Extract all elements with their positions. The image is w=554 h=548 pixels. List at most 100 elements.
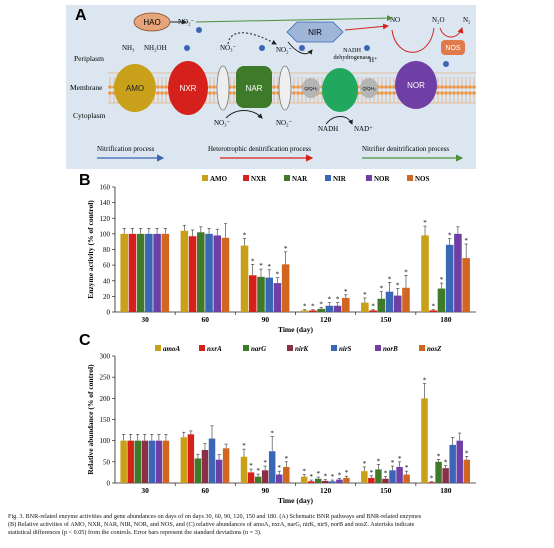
y-tick-label: 100: [100, 230, 111, 238]
significance-asterisk: *: [303, 303, 307, 311]
significance-asterisk: *: [338, 471, 342, 479]
bar-nirK-day-120: [322, 480, 329, 483]
legend-label-narG: narG: [251, 345, 266, 353]
bar-norB-day-30: [155, 440, 163, 483]
n2-label: N₂: [463, 16, 471, 24]
significance-asterisk: *: [277, 464, 281, 472]
significance-asterisk: *: [309, 473, 313, 481]
amo-label: AMO: [126, 84, 144, 93]
transporter-1: [216, 65, 230, 111]
significance-asterisk: *: [256, 467, 260, 475]
bar-narG-day-180: [435, 461, 442, 483]
significance-asterisk: *: [242, 442, 246, 450]
transporter-2: [278, 65, 292, 111]
bar-NXR-day-180: [429, 310, 438, 312]
legend-label-NIR: NIR: [333, 175, 347, 183]
significance-asterisk: *: [284, 245, 288, 253]
bar-NIR-day-120: [325, 305, 334, 312]
bar-norB-day-180: [456, 440, 463, 483]
bar-nosZ-day-150: [403, 474, 410, 483]
bar-nosZ-day-120: [343, 477, 350, 483]
legend-swatch-nirS: [331, 345, 337, 351]
significance-asterisk: *: [432, 303, 436, 311]
significance-asterisk: *: [380, 285, 384, 293]
figure-caption: Fig. 3. BNR-related enzyme activities an…: [8, 513, 548, 538]
x-tick-label: 150: [380, 486, 392, 495]
quinone-label-1: Q/QH₂: [304, 86, 318, 91]
x-tick-label: 150: [380, 315, 392, 324]
nor-enzyme: [395, 61, 437, 109]
significance-asterisk: *: [423, 219, 427, 227]
nadh-dehydrogenase: [322, 68, 358, 112]
nh2oh-label: NH₂OH: [144, 44, 167, 52]
enzyme-activity-chart: 0 20 40 60 80 100 120 140 160 Enzyme activity (% …: [86, 175, 476, 334]
legend-swatch-narG: [243, 345, 249, 351]
significance-asterisk: *: [404, 268, 408, 276]
nh3-label: NH₃: [122, 44, 135, 52]
significance-asterisk: *: [302, 468, 306, 476]
process-legend: Nitrification process Heterotrophic deni…: [97, 145, 464, 162]
n2o-label: N₂O: [432, 16, 445, 24]
bar-nirK-day-180: [442, 468, 449, 483]
bar-narG-day-150: [375, 469, 382, 483]
significance-asterisk: *: [377, 457, 381, 465]
bar-nirS-day-150: [389, 470, 396, 483]
legend-label-amoA: amoA: [163, 345, 180, 353]
legend-label-nosZ: nosZ: [427, 345, 442, 353]
membrane-label: Membrane: [70, 83, 103, 92]
bar-NXR-day-60: [188, 236, 197, 312]
bar-norB-day-150: [396, 466, 403, 483]
x-axis-title: Time (day): [278, 325, 314, 334]
bar-nosZ-day-60: [222, 448, 230, 483]
bar-NAR-day-60: [197, 232, 205, 312]
significance-asterisk: *: [311, 303, 315, 311]
y-tick-label: 250: [100, 374, 111, 382]
bar-NXR-day-90: [248, 275, 257, 312]
bar-amoA-day-60: [180, 437, 188, 483]
bar-AMO-day-150: [361, 302, 369, 312]
bar-nxrA-day-120: [307, 481, 315, 483]
bar-amoA-day-150: [361, 471, 368, 483]
legend-label-nirK: nirK: [295, 345, 310, 353]
nar-enzyme: [236, 66, 272, 108]
significance-asterisk: *: [391, 459, 395, 467]
significance-asterisk: *: [398, 455, 402, 463]
bar-norB-day-120: [336, 479, 343, 483]
bar-NOR-day-120: [333, 305, 342, 312]
legend-swatch-NIR: [325, 175, 331, 181]
significance-asterisk: *: [388, 275, 392, 283]
bar-NOR-day-180: [454, 233, 462, 312]
x-tick-label: 90: [262, 486, 270, 495]
significance-asterisk: *: [243, 232, 247, 240]
significance-asterisk: *: [363, 460, 367, 468]
nadh-dehydrogenase-label: NADH dehydrogenase: [333, 47, 370, 61]
process-heterotrophic-label: Heterotrophic denitrification process: [208, 145, 311, 153]
y-tick-label: 100: [100, 437, 111, 445]
quinone-label-2: Q/QH₂: [362, 86, 376, 91]
legend-swatch-NAR: [284, 175, 290, 181]
bar-NOS-day-180: [462, 258, 470, 312]
bar-amoA-day-90: [240, 456, 248, 483]
significance-asterisk: *: [444, 459, 448, 467]
y-tick-label: 20: [103, 293, 111, 301]
cytoplasm-label: Cytoplasm: [73, 111, 106, 120]
bar-NOS-day-60: [221, 237, 230, 312]
significance-asterisk: *: [285, 455, 289, 463]
proton-label: H⁺: [369, 56, 378, 64]
y-tick-label: 0: [107, 480, 111, 488]
legend-label-AMO: AMO: [210, 175, 228, 183]
bar-AMO-day-60: [180, 230, 189, 312]
bar-nxrA-day-60: [187, 434, 195, 483]
bar-AMO-day-30: [120, 233, 128, 312]
nir-enzyme: [286, 21, 344, 43]
significance-asterisk: *: [276, 271, 280, 279]
y-tick-label: 50: [103, 458, 111, 466]
panel-a-label: A: [75, 7, 87, 24]
significance-asterisk: *: [440, 276, 444, 284]
legend-label-NAR: NAR: [292, 175, 308, 183]
nadh-label: NADH: [318, 125, 338, 133]
bar-NIR-day-90: [265, 277, 273, 312]
nir-label: NIR: [308, 28, 322, 37]
x-tick-label: 180: [440, 315, 452, 324]
bar-NIR-day-30: [145, 233, 153, 312]
